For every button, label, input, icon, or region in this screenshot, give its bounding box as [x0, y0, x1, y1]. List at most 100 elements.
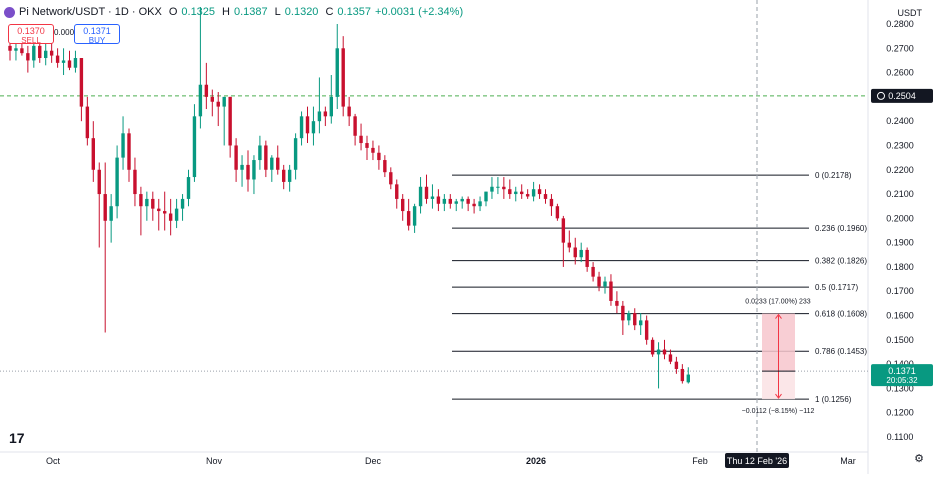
tradingview-logo-icon[interactable]: 17 [9, 430, 25, 446]
candle[interactable] [115, 145, 119, 219]
candle[interactable] [395, 179, 399, 209]
candle[interactable] [639, 313, 643, 335]
candle[interactable] [520, 184, 524, 199]
candle[interactable] [418, 177, 423, 214]
candle[interactable] [133, 157, 137, 207]
candle[interactable] [38, 41, 42, 63]
candle[interactable] [157, 198, 161, 231]
candle[interactable] [460, 196, 464, 209]
candle[interactable] [555, 203, 560, 221]
candle[interactable] [436, 189, 441, 212]
candle[interactable] [276, 145, 280, 175]
candle[interactable] [543, 189, 548, 204]
candle[interactable] [204, 62, 209, 110]
candle[interactable] [61, 48, 66, 76]
candle[interactable] [282, 164, 286, 190]
candle[interactable] [430, 184, 435, 209]
candle[interactable] [228, 96, 232, 158]
candle[interactable] [174, 198, 179, 229]
candle[interactable] [484, 191, 488, 207]
candle[interactable] [44, 43, 48, 66]
candle[interactable] [603, 276, 607, 294]
candle[interactable] [508, 179, 512, 199]
candle[interactable] [662, 339, 667, 360]
candle[interactable] [287, 164, 292, 192]
gear-icon[interactable]: ⚙ [914, 453, 924, 465]
candle[interactable] [537, 184, 542, 199]
candle[interactable] [14, 43, 18, 61]
candle[interactable] [531, 181, 536, 202]
candle[interactable] [293, 133, 298, 180]
candle[interactable] [561, 215, 566, 267]
candle[interactable] [633, 308, 637, 331]
candle[interactable] [680, 364, 685, 384]
candle[interactable] [329, 75, 333, 124]
candle[interactable] [186, 169, 191, 207]
candle[interactable] [359, 123, 363, 151]
candle[interactable] [264, 140, 268, 178]
candle[interactable] [222, 96, 226, 146]
candle[interactable] [627, 310, 631, 326]
candle[interactable] [258, 135, 262, 170]
candle[interactable] [198, 6, 203, 129]
candle[interactable] [609, 274, 613, 306]
candle[interactable] [454, 198, 458, 212]
candle[interactable] [145, 191, 149, 221]
candle[interactable] [585, 247, 589, 272]
candle[interactable] [621, 300, 625, 335]
candle[interactable] [139, 186, 143, 236]
candle[interactable] [121, 116, 125, 170]
hline-alert-icon[interactable] [877, 91, 885, 100]
candle[interactable] [246, 150, 250, 192]
candle[interactable] [73, 50, 78, 73]
candle[interactable] [401, 194, 405, 221]
candle[interactable] [668, 349, 673, 365]
candle[interactable] [67, 50, 72, 71]
candle[interactable] [311, 106, 316, 146]
candle[interactable] [49, 41, 54, 63]
candle[interactable] [656, 342, 661, 389]
candle[interactable] [502, 177, 506, 199]
candle[interactable] [466, 196, 470, 212]
currency-label[interactable]: USDT [897, 8, 923, 18]
candle[interactable] [472, 198, 476, 214]
candle[interactable] [335, 24, 339, 110]
candle[interactable] [341, 36, 345, 117]
candle[interactable] [406, 198, 411, 231]
candle[interactable] [490, 177, 494, 199]
candle[interactable] [371, 140, 375, 161]
candle[interactable] [252, 155, 256, 195]
candle[interactable] [151, 191, 155, 221]
candle[interactable] [377, 145, 381, 170]
candle[interactable] [674, 356, 679, 374]
candle[interactable] [615, 291, 619, 314]
candle[interactable] [353, 113, 357, 146]
candle[interactable] [383, 155, 387, 178]
candle[interactable] [305, 106, 310, 144]
candle[interactable] [55, 48, 60, 68]
candle[interactable] [389, 167, 393, 190]
candle[interactable] [573, 237, 577, 265]
candle[interactable] [496, 177, 500, 195]
candle[interactable] [216, 92, 220, 127]
candle[interactable] [478, 196, 482, 212]
candle[interactable] [448, 194, 452, 209]
candle[interactable] [270, 155, 274, 182]
candle[interactable] [347, 96, 351, 127]
candle[interactable] [597, 271, 601, 292]
sell-button[interactable]: 0.1370 SELL [8, 24, 54, 45]
candle[interactable] [514, 186, 518, 202]
candle[interactable] [579, 242, 583, 263]
candle[interactable] [323, 106, 328, 127]
candle[interactable] [549, 194, 554, 216]
candle[interactable] [91, 121, 95, 182]
candle[interactable] [109, 194, 113, 243]
candle[interactable] [192, 104, 197, 182]
candle[interactable] [163, 191, 167, 231]
candle[interactable] [240, 155, 244, 187]
candle[interactable] [644, 315, 649, 345]
candle[interactable] [686, 367, 690, 384]
candle[interactable] [299, 111, 304, 146]
